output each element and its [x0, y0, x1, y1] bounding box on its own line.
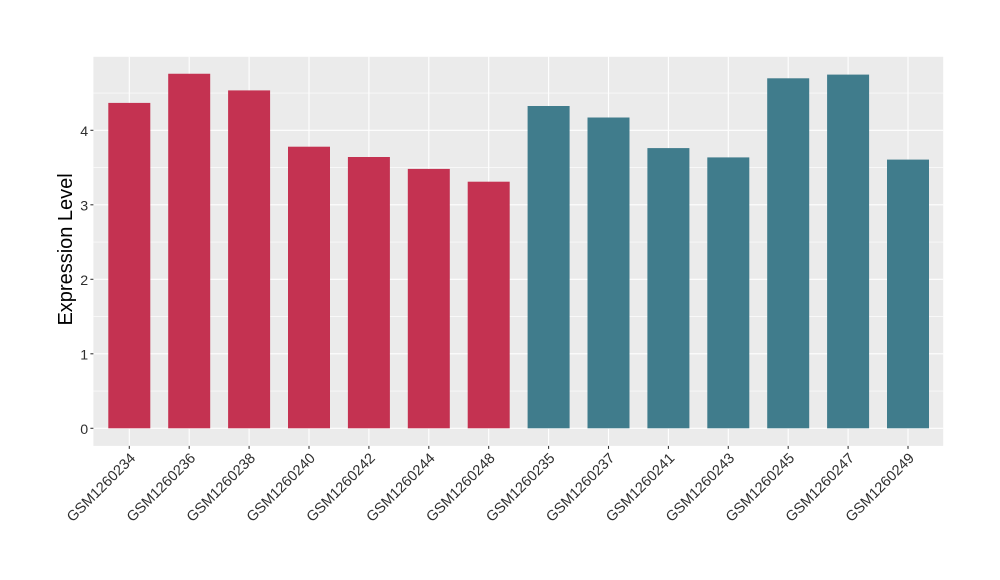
svg-text:1: 1: [80, 348, 88, 364]
svg-text:2: 2: [80, 273, 88, 289]
svg-text:0: 0: [80, 422, 88, 438]
svg-text:4: 4: [80, 124, 88, 140]
svg-text:3: 3: [80, 199, 88, 215]
svg-text:Expression Level: Expression Level: [55, 173, 77, 325]
